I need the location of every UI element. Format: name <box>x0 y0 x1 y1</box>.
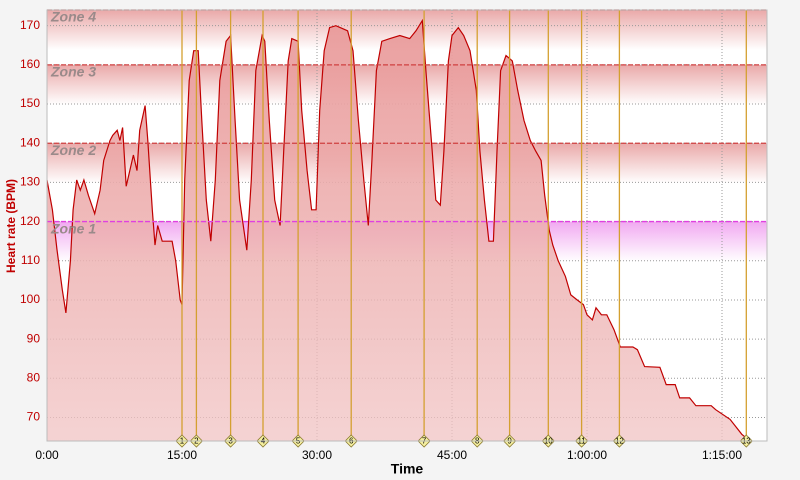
y-tick-label: 130 <box>20 175 40 189</box>
zone-label: Zone 2 <box>50 142 96 158</box>
zone-label: Zone 1 <box>50 220 96 236</box>
zone-label: Zone 3 <box>50 64 96 80</box>
x-tick-label: 45:00 <box>437 448 467 462</box>
y-tick-label: 110 <box>21 253 40 267</box>
x-tick-label: 0:00 <box>35 448 59 462</box>
zone-label: Zone 4 <box>50 9 96 25</box>
x-tick-label: 15:00 <box>167 448 197 462</box>
plot-border <box>46 9 768 442</box>
y-axis-label: Heart rate (BPM) <box>4 179 18 273</box>
y-tick-label: 150 <box>20 96 40 110</box>
x-tick-label: 30:00 <box>302 448 332 462</box>
heart-rate-line <box>46 18 749 440</box>
x-axis-label: Time <box>391 461 424 477</box>
y-tick-label: 170 <box>20 18 40 32</box>
x-tick-label: 1:00:00 <box>567 448 607 462</box>
y-tick-label: 80 <box>27 370 41 384</box>
y-tick-label: 140 <box>20 135 40 149</box>
y-tick-label: 70 <box>27 410 41 424</box>
y-tick-label: 160 <box>20 57 40 71</box>
y-tick-label: 120 <box>20 214 40 228</box>
y-tick-label: 100 <box>20 292 40 306</box>
area-fill <box>47 20 749 441</box>
x-tick-label: 1:15:00 <box>702 448 742 462</box>
y-tick-label: 90 <box>27 331 41 345</box>
